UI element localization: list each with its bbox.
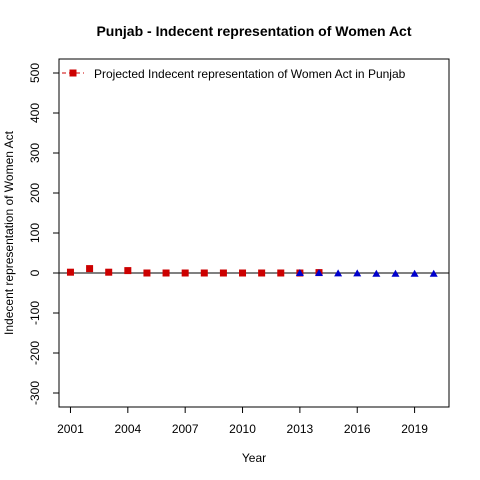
chart-title: Punjab - Indecent representation of Wome… (96, 23, 411, 39)
x-tick-label: 2001 (57, 422, 84, 436)
x-tick-label: 2010 (229, 422, 256, 436)
x-axis-label: Year (242, 451, 266, 465)
data-point-square (86, 265, 94, 273)
data-point-triangle (315, 269, 323, 276)
x-tick-label: 2016 (344, 422, 371, 436)
data-point-square (66, 268, 74, 276)
y-tick-label: -100 (28, 301, 42, 325)
data-point-triangle (353, 269, 362, 277)
data-point-triangle (372, 269, 381, 277)
data-point-square (239, 269, 247, 277)
data-point-square (200, 269, 208, 277)
y-tick-label: -300 (28, 381, 42, 405)
data-point-square (181, 269, 189, 277)
data-point-square (219, 269, 227, 277)
y-tick-label: 200 (28, 183, 42, 203)
y-tick-label: -200 (28, 341, 42, 365)
data-points (66, 265, 438, 277)
y-tick-label: 0 (28, 269, 42, 276)
data-point-square (277, 269, 285, 277)
data-point-triangle (295, 269, 304, 276)
y-tick-label: 100 (28, 223, 42, 243)
y-axis: -300 -200 -100 0 100 200 300 400 500 (28, 63, 59, 405)
legend-marker (69, 69, 77, 77)
data-point-triangle (429, 269, 438, 277)
x-tick-label: 2004 (114, 422, 141, 436)
data-point-triangle (410, 269, 419, 277)
data-point-square (143, 269, 151, 277)
y-tick-label: 500 (28, 63, 42, 83)
data-point-triangle (391, 269, 400, 277)
y-tick-label: 400 (28, 103, 42, 123)
y-axis-label: Indecent representation of Women Act (2, 130, 16, 335)
data-point-square (124, 267, 132, 275)
legend: Projected Indecent representation of Wom… (62, 67, 406, 81)
x-tick-label: 2019 (401, 422, 428, 436)
legend-label: Projected Indecent representation of Wom… (94, 67, 406, 81)
data-point-triangle (334, 269, 343, 277)
y-tick-label: 300 (28, 143, 42, 163)
x-tick-label: 2007 (172, 422, 199, 436)
data-point-square (258, 269, 266, 277)
x-tick-label: 2013 (287, 422, 314, 436)
data-point-square (162, 269, 170, 277)
x-axis: 2001 2004 2007 2010 2013 2016 2019 (57, 407, 428, 436)
data-point-square (105, 268, 113, 276)
